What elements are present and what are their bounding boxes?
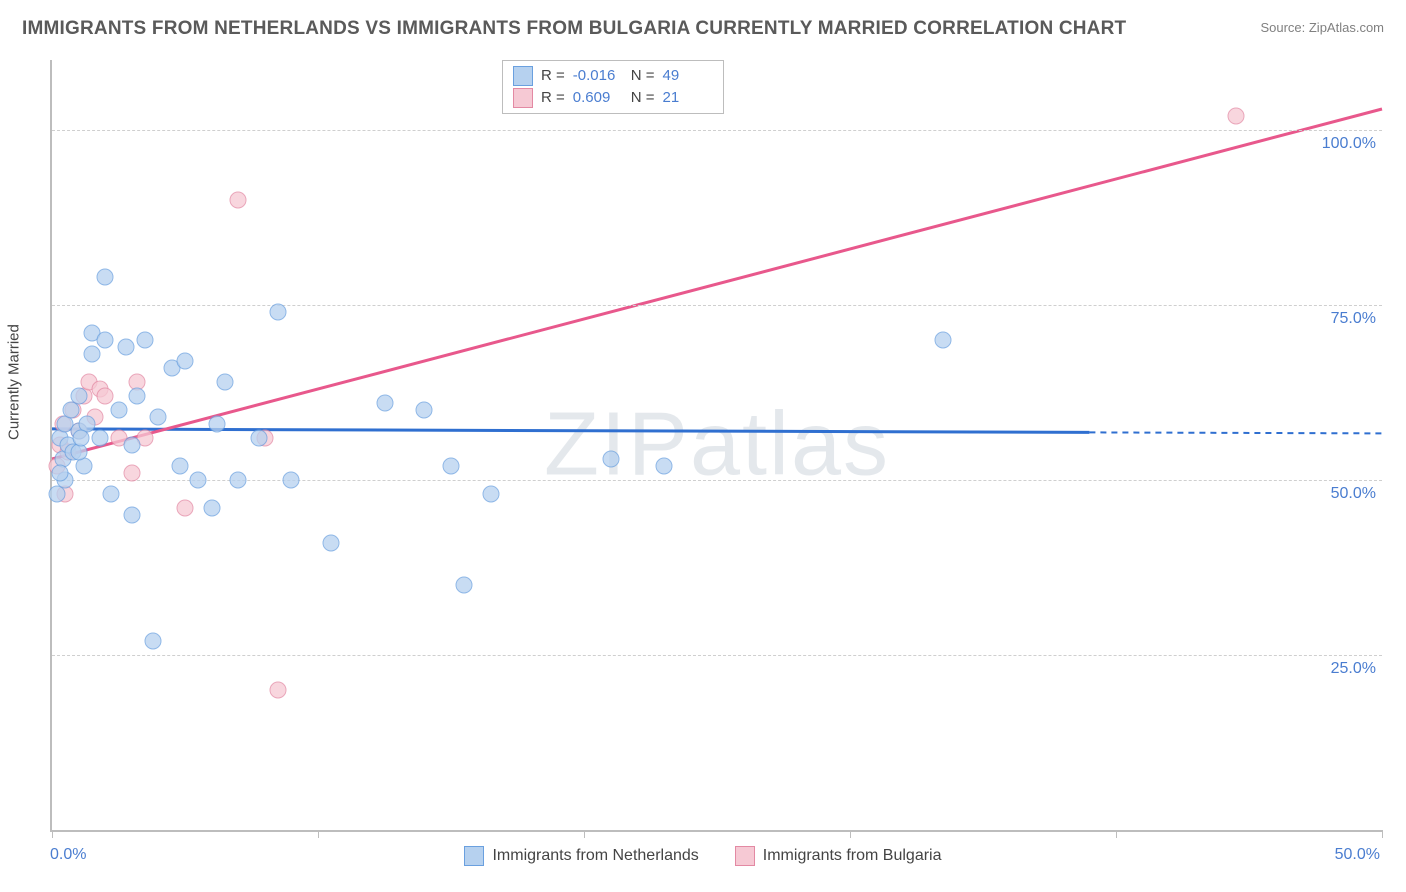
y-axis-title: Currently Married: [6, 324, 23, 440]
point-netherlands: [190, 472, 207, 489]
series-legend: Immigrants from Netherlands Immigrants fr…: [0, 846, 1406, 871]
point-netherlands: [416, 402, 433, 419]
trend-lines-layer: [52, 60, 1382, 830]
point-netherlands: [270, 304, 287, 321]
point-netherlands: [655, 458, 672, 475]
point-netherlands: [118, 339, 135, 356]
x-tick: [584, 830, 585, 838]
x-tick: [52, 830, 53, 838]
point-netherlands: [203, 500, 220, 517]
point-bulgaria: [177, 500, 194, 517]
legend-r-value: 0.609: [573, 87, 623, 109]
legend-row: R = -0.016 N = 49: [513, 65, 713, 87]
legend-swatch-icon: [464, 846, 484, 866]
point-netherlands: [145, 633, 162, 650]
legend-r-label: R =: [541, 87, 565, 109]
point-netherlands: [102, 486, 119, 503]
plot-area: ZIPatlas R =-0.016N =49R =0.609N =21 25.…: [50, 60, 1382, 832]
point-netherlands: [456, 577, 473, 594]
series-legend-item: Immigrants from Bulgaria: [735, 846, 942, 866]
point-netherlands: [97, 332, 114, 349]
point-netherlands: [935, 332, 952, 349]
legend-n-value: 21: [663, 87, 713, 109]
point-bulgaria: [230, 192, 247, 209]
point-netherlands: [110, 402, 127, 419]
point-bulgaria: [1227, 108, 1244, 125]
gridline: [52, 480, 1382, 481]
point-netherlands: [83, 346, 100, 363]
series-legend-label: Immigrants from Netherlands: [492, 847, 698, 865]
point-bulgaria: [97, 388, 114, 405]
point-netherlands: [216, 374, 233, 391]
point-bulgaria: [123, 465, 140, 482]
legend-n-label: N =: [631, 87, 655, 109]
legend-n-value: 49: [663, 65, 713, 87]
legend-swatch-icon: [513, 88, 533, 108]
chart-title: IMMIGRANTS FROM NETHERLANDS VS IMMIGRANT…: [22, 18, 1126, 40]
legend-swatch-icon: [735, 846, 755, 866]
point-netherlands: [177, 353, 194, 370]
point-netherlands: [283, 472, 300, 489]
point-netherlands: [123, 507, 140, 524]
gridline: [52, 305, 1382, 306]
gridline: [52, 130, 1382, 131]
y-tick-label: 50.0%: [1331, 485, 1376, 503]
x-tick: [318, 830, 319, 838]
legend-n-label: N =: [631, 65, 655, 87]
point-netherlands: [602, 451, 619, 468]
legend-swatch-icon: [513, 66, 533, 86]
point-netherlands: [208, 416, 225, 433]
point-netherlands: [129, 388, 146, 405]
point-netherlands: [323, 535, 340, 552]
point-bulgaria: [270, 682, 287, 699]
point-netherlands: [230, 472, 247, 489]
point-netherlands: [51, 465, 68, 482]
point-netherlands: [70, 388, 87, 405]
x-tick: [850, 830, 851, 838]
point-netherlands: [482, 486, 499, 503]
source-attribution: Source: ZipAtlas.com: [1260, 20, 1384, 35]
point-netherlands: [137, 332, 154, 349]
y-tick-label: 75.0%: [1331, 310, 1376, 328]
point-netherlands: [73, 430, 90, 447]
series-legend-label: Immigrants from Bulgaria: [763, 847, 942, 865]
x-tick: [1116, 830, 1117, 838]
series-legend-item: Immigrants from Netherlands: [464, 846, 698, 866]
point-netherlands: [150, 409, 167, 426]
point-netherlands: [123, 437, 140, 454]
point-netherlands: [376, 395, 393, 412]
legend-row: R = 0.609 N = 21: [513, 87, 713, 109]
point-netherlands: [91, 430, 108, 447]
legend-r-value: -0.016: [573, 65, 623, 87]
y-tick-label: 100.0%: [1322, 135, 1376, 153]
point-netherlands: [97, 269, 114, 286]
point-netherlands: [251, 430, 268, 447]
gridline: [52, 655, 1382, 656]
point-netherlands: [171, 458, 188, 475]
point-netherlands: [443, 458, 460, 475]
x-tick: [1382, 830, 1383, 838]
y-tick-label: 25.0%: [1331, 660, 1376, 678]
correlation-legend: R = -0.016 N = 49 R = 0.609 N = 21: [502, 60, 724, 114]
legend-r-label: R =: [541, 65, 565, 87]
